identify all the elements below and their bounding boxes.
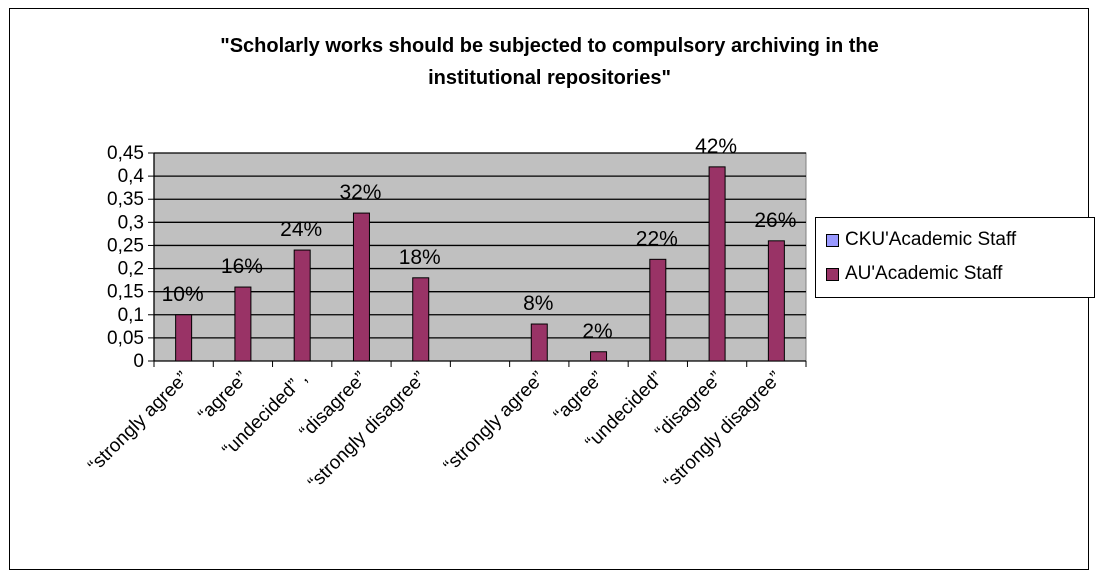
chart-title-line-1: "Scholarly works should be subjected to …: [220, 35, 879, 57]
bar-au-1: [234, 286, 252, 362]
bar-au-4: [412, 277, 430, 362]
data-label-1: 16%: [221, 255, 263, 278]
legend-label-cku: CKU'Academic Staff: [845, 229, 1017, 250]
bar-au-7: [590, 351, 608, 362]
data-label-4: 18%: [399, 246, 441, 269]
data-label-7: 2%: [582, 320, 612, 343]
data-label-9: 42%: [695, 135, 737, 158]
chart-title: "Scholarly works should be subjected to …: [0, 30, 1099, 94]
category-label-4: “strongly disagree”: [304, 368, 430, 494]
bar-au-9: [708, 166, 726, 362]
category-label-10: “strongly disagree”: [660, 368, 786, 494]
bar-au-2: [293, 249, 311, 362]
legend-swatch-au: [826, 267, 839, 281]
legend-item-au: AU'Academic Staff: [826, 262, 1002, 286]
legend: CKU'Academic Staff AU'Academic Staff: [815, 217, 1095, 298]
y-tick-label: 0,2: [118, 259, 144, 280]
data-label-8: 22%: [636, 227, 678, 250]
data-label-6: 8%: [523, 292, 553, 315]
bar-au-10: [767, 240, 785, 362]
bar-au-0: [175, 314, 193, 362]
category-label-0: “strongly agree”: [84, 368, 193, 477]
bar-au-6: [530, 323, 548, 362]
plot-area: [153, 152, 807, 362]
y-tick-label: 0,4: [118, 166, 145, 187]
bar-au-3: [352, 212, 370, 362]
y-tick-label: 0,25: [107, 235, 144, 256]
y-tick-label: 0,1: [118, 305, 144, 326]
legend-item-cku: CKU'Academic Staff: [826, 228, 1016, 252]
legend-label-au: AU'Academic Staff: [845, 263, 1003, 284]
data-label-3: 32%: [339, 181, 381, 204]
legend-swatch-cku: [826, 233, 839, 247]
data-label-2: 24%: [280, 218, 322, 241]
y-tick-label: 0,3: [118, 212, 144, 233]
y-tick-label: 0,35: [107, 189, 144, 210]
category-label-1: “agree”: [194, 368, 252, 426]
category-label-6: “strongly agree”: [440, 368, 549, 477]
category-label-7: “agree”: [550, 368, 608, 426]
data-label-0: 10%: [162, 283, 204, 306]
y-tick-label: 0,05: [107, 328, 144, 349]
y-tick-label: 0,45: [107, 143, 144, 164]
y-tick-label: 0,15: [107, 282, 144, 303]
data-label-10: 26%: [754, 209, 796, 232]
chart-title-line-2: institutional repositories": [428, 67, 671, 89]
y-tick-label: 0: [133, 351, 144, 372]
bar-au-8: [649, 258, 667, 362]
